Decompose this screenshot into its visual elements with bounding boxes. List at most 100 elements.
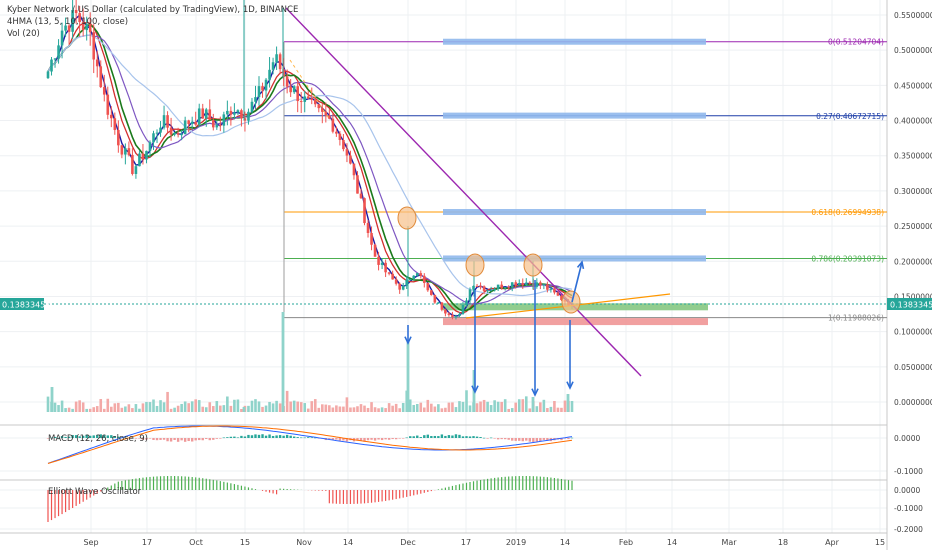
price-badge-right — [887, 298, 932, 310]
macd-hist-bar — [412, 436, 415, 438]
macd-hist-bar — [268, 434, 271, 438]
target-box — [443, 112, 706, 119]
candle-body — [180, 134, 183, 136]
volume-bar — [169, 408, 173, 412]
arrow-head — [576, 260, 585, 270]
volume-bar — [521, 399, 525, 412]
target-box — [443, 209, 706, 216]
candle-body — [275, 54, 278, 63]
candle-body — [401, 285, 405, 290]
candle-body — [426, 282, 430, 291]
volume-bar — [159, 400, 162, 412]
candle-body — [415, 273, 419, 276]
macd-hist-bar — [370, 438, 373, 440]
volume-bar — [81, 402, 85, 412]
macd-hist-bar — [356, 438, 359, 441]
macd-hist-bar — [437, 436, 440, 438]
macd-hist-bar — [539, 438, 542, 442]
volume-bar — [148, 402, 152, 412]
price-tick-label: 0.10000000 — [894, 328, 932, 337]
candle-body — [482, 286, 486, 291]
macd-hist-bar — [338, 438, 342, 441]
time-tick-label: Mar — [721, 538, 737, 547]
candle-body — [296, 86, 299, 102]
macd-hist-bar — [373, 438, 377, 441]
volume-bar — [359, 404, 363, 412]
volume-bar — [292, 400, 296, 412]
macd-hist-bar — [145, 438, 148, 440]
volume-bar — [447, 402, 451, 412]
candle-body — [53, 58, 57, 60]
time-tick-label: 14 — [343, 538, 353, 547]
volume-bar — [342, 406, 345, 412]
candle-body — [176, 133, 180, 135]
macd-hist-bar — [444, 435, 447, 438]
volume-bar — [183, 401, 187, 412]
ma-slow-line — [47, 34, 573, 297]
volume-bar — [479, 401, 482, 412]
price-tick-label: 0.05000000 — [894, 363, 932, 372]
volume-bar — [60, 400, 64, 412]
candle-body — [313, 99, 317, 105]
candle-body — [317, 104, 321, 109]
price-tick-label: 0.15000000 — [894, 292, 932, 301]
candle-body — [408, 278, 412, 280]
volume-bar — [88, 408, 92, 412]
candle-body — [208, 109, 212, 120]
volume-bar — [408, 399, 412, 412]
macd-hist-bar — [190, 438, 194, 442]
macd-hist-bar — [96, 435, 99, 438]
candle-body — [229, 110, 233, 115]
volume-bar — [553, 401, 556, 412]
volume-bar — [106, 398, 110, 412]
macd-hist-bar — [472, 436, 475, 438]
price-tick-label: 0.00000000 — [894, 398, 932, 407]
candle-body — [321, 108, 324, 112]
volume-bar — [475, 403, 479, 412]
signal-line — [47, 425, 573, 464]
macd-hist-bar — [285, 434, 289, 438]
volume-bar — [422, 407, 426, 412]
candle-body — [342, 139, 345, 150]
volume-bar — [134, 404, 138, 412]
candle-body — [113, 118, 117, 130]
volume-bar — [370, 402, 373, 412]
volume-bar — [338, 406, 342, 412]
candle-body — [398, 283, 401, 290]
candle-body — [201, 108, 205, 119]
macd-hist-bar — [113, 436, 117, 438]
volume-bar — [117, 402, 120, 412]
candle-body — [64, 25, 67, 31]
macd-hist-bar — [525, 438, 528, 441]
candle-body — [387, 272, 391, 274]
volume-bar — [190, 401, 194, 412]
macd-tick-label: 0.0000 — [894, 434, 920, 443]
volume-bar — [208, 402, 212, 412]
macd-hist-bar — [106, 435, 109, 438]
macd-hist-bar — [243, 436, 247, 438]
candle-body — [117, 129, 120, 146]
candle-body — [71, 9, 74, 32]
volume-bar — [356, 406, 359, 412]
macd-hist-bar — [162, 438, 166, 440]
volume-bar — [46, 396, 50, 412]
macd-panel — [46, 425, 574, 464]
macd-hist-bar — [180, 438, 183, 441]
grid — [0, 0, 887, 533]
price-badge-left-text: 0.13833453 — [2, 301, 50, 310]
volume-bar — [211, 406, 215, 412]
macd-hist-bar — [331, 438, 335, 440]
macd-hist-bar — [391, 438, 394, 440]
macd-hist-bar — [226, 437, 229, 438]
volume-bar — [430, 403, 433, 412]
macd-hist-bar — [335, 438, 338, 440]
volume-bar — [331, 407, 335, 412]
volume-bar — [549, 406, 553, 412]
macd-hist-bar — [433, 435, 437, 438]
candle-body — [50, 59, 53, 72]
highlight-ellipse — [397, 206, 417, 230]
candle-body — [145, 150, 148, 160]
volume-bar — [310, 401, 314, 412]
macd-hist-bar — [447, 435, 451, 438]
candle-body — [204, 109, 208, 119]
